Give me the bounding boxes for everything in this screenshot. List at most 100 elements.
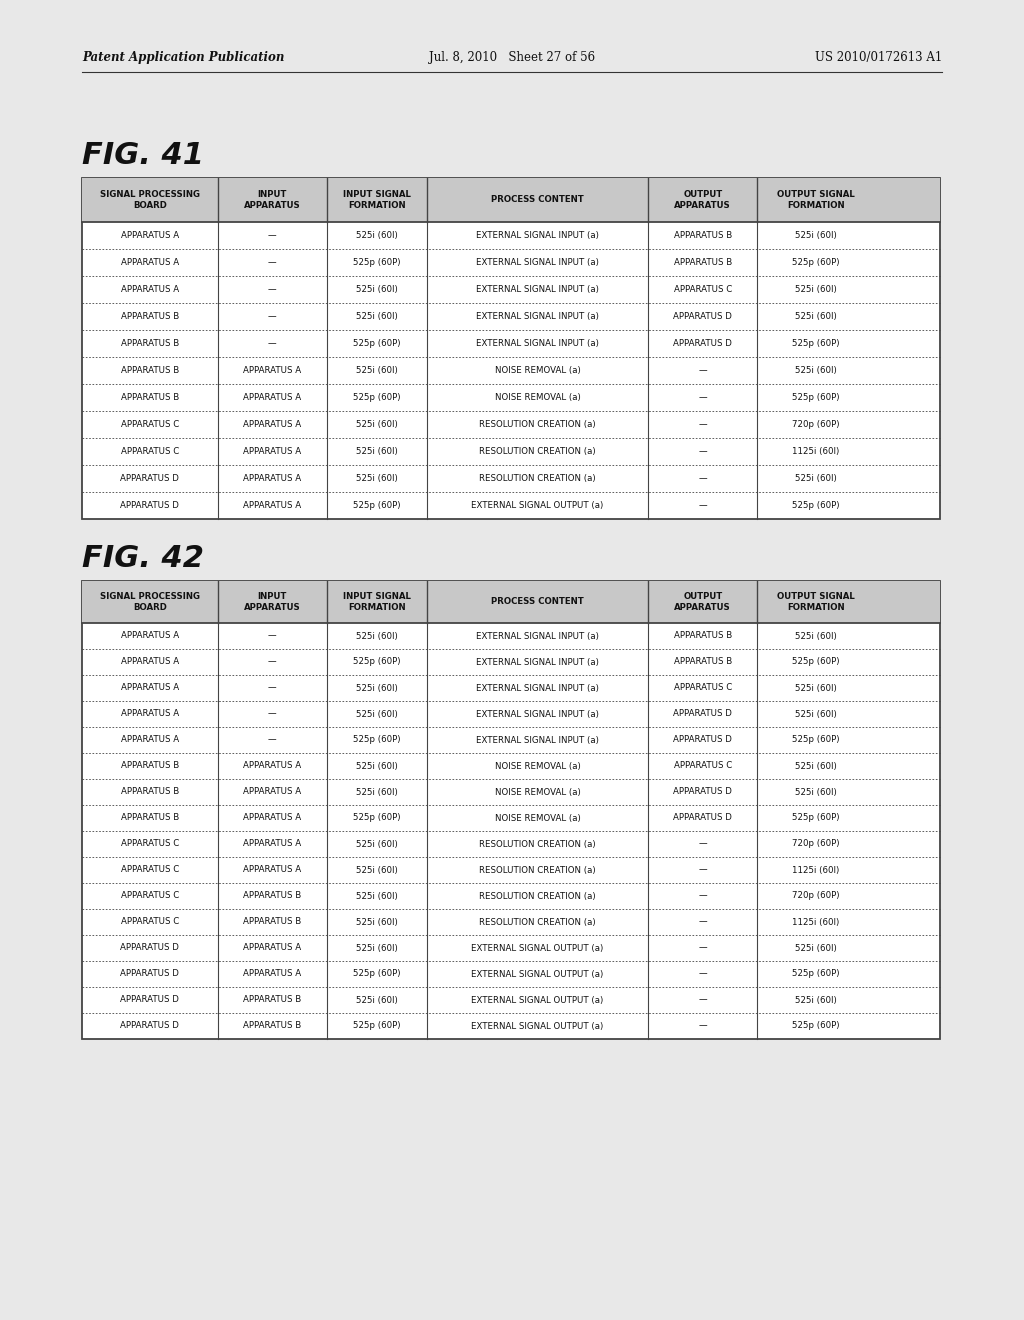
Text: RESOLUTION CREATION (a): RESOLUTION CREATION (a) [479, 474, 596, 483]
Text: —: — [698, 891, 708, 900]
Text: NOISE REMOVAL (a): NOISE REMOVAL (a) [495, 366, 581, 375]
Text: 525i (60I): 525i (60I) [356, 840, 397, 849]
Text: 525i (60I): 525i (60I) [796, 366, 837, 375]
Text: 525i (60I): 525i (60I) [356, 366, 397, 375]
Text: —: — [698, 1022, 708, 1031]
Text: EXTERNAL SIGNAL INPUT (a): EXTERNAL SIGNAL INPUT (a) [476, 285, 599, 294]
Text: APPARATUS C: APPARATUS C [121, 891, 179, 900]
Text: FIG. 42: FIG. 42 [82, 544, 204, 573]
Text: APPARATUS C: APPARATUS C [121, 917, 179, 927]
Text: —: — [698, 840, 708, 849]
Text: —: — [267, 285, 276, 294]
Text: 525i (60I): 525i (60I) [356, 891, 397, 900]
Text: APPARATUS A: APPARATUS A [243, 447, 301, 455]
Text: 525i (60I): 525i (60I) [356, 788, 397, 796]
Text: APPARATUS A: APPARATUS A [121, 231, 179, 240]
Text: INPUT
APPARATUS: INPUT APPARATUS [244, 593, 300, 611]
Text: OUTPUT SIGNAL
FORMATION: OUTPUT SIGNAL FORMATION [777, 593, 855, 611]
Text: 525i (60I): 525i (60I) [356, 866, 397, 874]
Text: 720p (60P): 720p (60P) [793, 840, 840, 849]
Text: 525p (60P): 525p (60P) [793, 1022, 840, 1031]
Text: 525p (60P): 525p (60P) [793, 735, 840, 744]
Text: EXTERNAL SIGNAL INPUT (a): EXTERNAL SIGNAL INPUT (a) [476, 257, 599, 267]
Text: EXTERNAL SIGNAL OUTPUT (a): EXTERNAL SIGNAL OUTPUT (a) [471, 944, 604, 953]
Text: 525p (60P): 525p (60P) [793, 969, 840, 978]
Text: 525i (60I): 525i (60I) [796, 684, 837, 693]
Text: APPARATUS C: APPARATUS C [674, 762, 732, 771]
Text: 1125i (60I): 1125i (60I) [793, 866, 840, 874]
Text: APPARATUS A: APPARATUS A [243, 788, 301, 796]
Text: APPARATUS C: APPARATUS C [121, 447, 179, 455]
Text: APPARATUS D: APPARATUS D [674, 813, 732, 822]
Text: APPARATUS B: APPARATUS B [674, 631, 732, 640]
Text: SIGNAL PROCESSING
BOARD: SIGNAL PROCESSING BOARD [99, 593, 200, 611]
Text: 525i (60I): 525i (60I) [796, 474, 837, 483]
Text: 525p (60P): 525p (60P) [793, 393, 840, 403]
Text: 525i (60I): 525i (60I) [796, 285, 837, 294]
Text: APPARATUS B: APPARATUS B [121, 366, 179, 375]
Text: 525i (60I): 525i (60I) [356, 995, 397, 1005]
Text: 525p (60P): 525p (60P) [353, 813, 400, 822]
Text: OUTPUT
APPARATUS: OUTPUT APPARATUS [675, 593, 731, 611]
Bar [82, 178, 940, 519]
Text: APPARATUS A: APPARATUS A [121, 684, 179, 693]
Bar [82, 178, 940, 222]
Text: APPARATUS A: APPARATUS A [243, 762, 301, 771]
Text: —: — [698, 393, 708, 403]
Text: EXTERNAL SIGNAL INPUT (a): EXTERNAL SIGNAL INPUT (a) [476, 631, 599, 640]
Text: NOISE REMOVAL (a): NOISE REMOVAL (a) [495, 393, 581, 403]
Text: APPARATUS A: APPARATUS A [121, 735, 179, 744]
Text: 525p (60P): 525p (60P) [353, 502, 400, 510]
Text: APPARATUS B: APPARATUS B [121, 312, 179, 321]
Text: APPARATUS B: APPARATUS B [674, 257, 732, 267]
Text: APPARATUS C: APPARATUS C [674, 684, 732, 693]
Text: APPARATUS B: APPARATUS B [121, 762, 179, 771]
Text: APPARATUS A: APPARATUS A [243, 502, 301, 510]
Text: INPUT SIGNAL
FORMATION: INPUT SIGNAL FORMATION [343, 190, 411, 210]
Text: 525i (60I): 525i (60I) [356, 684, 397, 693]
Text: APPARATUS D: APPARATUS D [674, 339, 732, 348]
Text: RESOLUTION CREATION (a): RESOLUTION CREATION (a) [479, 840, 596, 849]
Text: APPARATUS B: APPARATUS B [674, 231, 732, 240]
Text: APPARATUS C: APPARATUS C [121, 866, 179, 874]
Text: 525i (60I): 525i (60I) [356, 710, 397, 718]
Text: APPARATUS B: APPARATUS B [121, 393, 179, 403]
Text: APPARATUS D: APPARATUS D [121, 995, 179, 1005]
Text: EXTERNAL SIGNAL INPUT (a): EXTERNAL SIGNAL INPUT (a) [476, 312, 599, 321]
Text: —: — [267, 631, 276, 640]
Text: EXTERNAL SIGNAL OUTPUT (a): EXTERNAL SIGNAL OUTPUT (a) [471, 969, 604, 978]
Text: —: — [267, 657, 276, 667]
Text: EXTERNAL SIGNAL INPUT (a): EXTERNAL SIGNAL INPUT (a) [476, 231, 599, 240]
Text: RESOLUTION CREATION (a): RESOLUTION CREATION (a) [479, 866, 596, 874]
Text: —: — [698, 420, 708, 429]
Text: APPARATUS C: APPARATUS C [121, 420, 179, 429]
Text: 525p (60P): 525p (60P) [793, 813, 840, 822]
Text: 525p (60P): 525p (60P) [793, 257, 840, 267]
Text: EXTERNAL SIGNAL INPUT (a): EXTERNAL SIGNAL INPUT (a) [476, 710, 599, 718]
Text: APPARATUS A: APPARATUS A [243, 866, 301, 874]
Text: APPARATUS C: APPARATUS C [674, 285, 732, 294]
Text: —: — [698, 474, 708, 483]
Text: —: — [267, 339, 276, 348]
Text: 525p (60P): 525p (60P) [793, 657, 840, 667]
Text: 525p (60P): 525p (60P) [353, 393, 400, 403]
Text: EXTERNAL SIGNAL INPUT (a): EXTERNAL SIGNAL INPUT (a) [476, 339, 599, 348]
Text: RESOLUTION CREATION (a): RESOLUTION CREATION (a) [479, 420, 596, 429]
Text: EXTERNAL SIGNAL INPUT (a): EXTERNAL SIGNAL INPUT (a) [476, 657, 599, 667]
Text: APPARATUS B: APPARATUS B [121, 788, 179, 796]
Text: APPARATUS A: APPARATUS A [243, 944, 301, 953]
Text: 525i (60I): 525i (60I) [356, 420, 397, 429]
Text: APPARATUS B: APPARATUS B [243, 995, 301, 1005]
Text: EXTERNAL SIGNAL INPUT (a): EXTERNAL SIGNAL INPUT (a) [476, 735, 599, 744]
Text: 525i (60I): 525i (60I) [356, 285, 397, 294]
Text: —: — [698, 995, 708, 1005]
Text: —: — [698, 502, 708, 510]
Text: APPARATUS B: APPARATUS B [243, 891, 301, 900]
Text: —: — [698, 944, 708, 953]
Text: 525i (60I): 525i (60I) [356, 447, 397, 455]
Text: RESOLUTION CREATION (a): RESOLUTION CREATION (a) [479, 917, 596, 927]
Text: RESOLUTION CREATION (a): RESOLUTION CREATION (a) [479, 447, 596, 455]
Text: INPUT SIGNAL
FORMATION: INPUT SIGNAL FORMATION [343, 593, 411, 611]
Text: —: — [698, 917, 708, 927]
Text: APPARATUS B: APPARATUS B [243, 917, 301, 927]
